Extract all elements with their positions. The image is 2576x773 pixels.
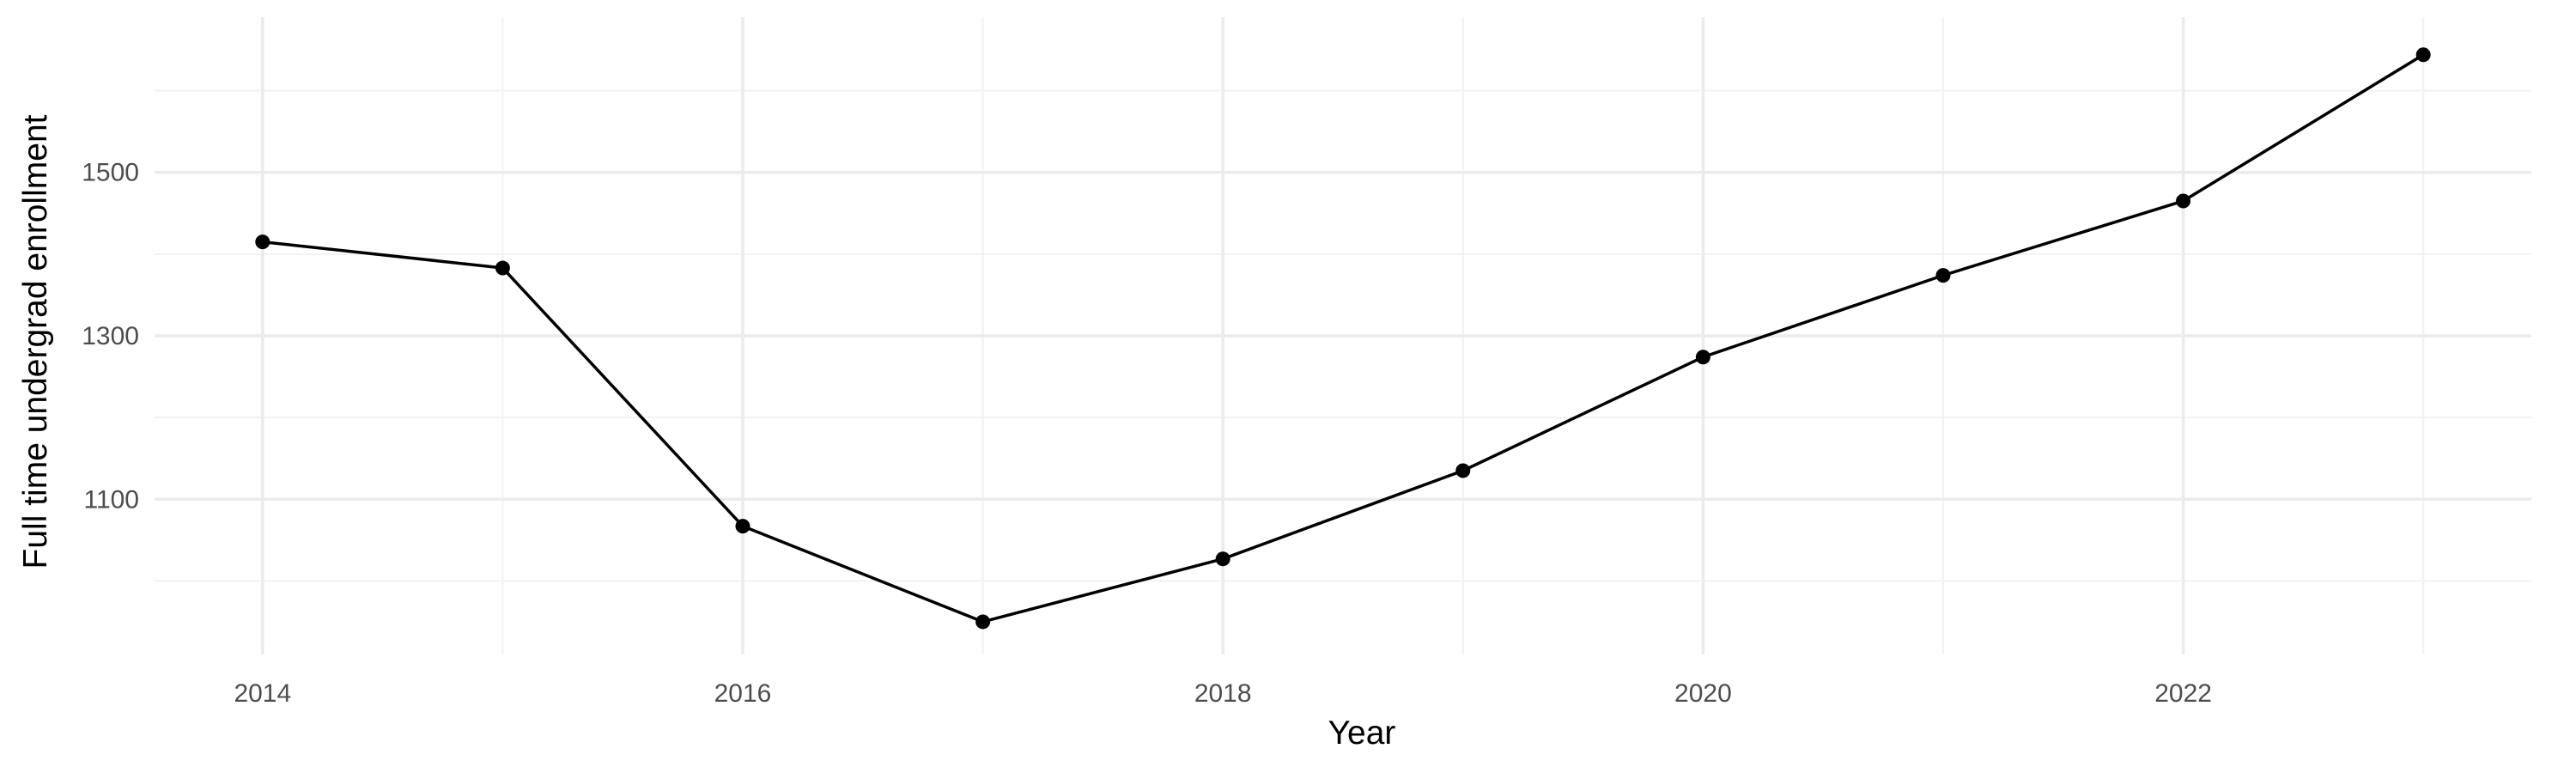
data-point <box>255 234 270 250</box>
x-tick-label: 2018 <box>1194 679 1252 708</box>
x-axis-title: Year <box>1328 715 1396 752</box>
x-tick-label: 2020 <box>1674 679 1732 708</box>
y-tick-label: 1500 <box>82 159 139 187</box>
data-point <box>735 519 750 534</box>
x-axis-ticks: 2014 2016 2018 2020 2022 <box>234 679 2212 708</box>
y-tick-label: 1100 <box>83 485 139 514</box>
series-line <box>262 53 2425 624</box>
y-axis-ticks: 1100 1300 1500 <box>82 159 139 514</box>
data-point <box>1935 268 1951 283</box>
y-axis-title: Full time undergrad enrollment <box>17 114 54 569</box>
x-tick-label: 2022 <box>2154 679 2212 708</box>
data-point <box>1695 350 1710 365</box>
data-point <box>1215 551 1230 567</box>
grid-lines <box>155 17 2531 654</box>
data-point <box>1455 463 1471 478</box>
data-point <box>975 614 991 630</box>
x-tick-label: 2014 <box>234 679 291 708</box>
x-tick-label: 2016 <box>714 679 772 708</box>
data-point <box>495 260 510 276</box>
data-point <box>2415 47 2431 63</box>
series-layer <box>255 47 2431 630</box>
data-point <box>2176 193 2191 209</box>
y-tick-label: 1300 <box>82 322 139 350</box>
